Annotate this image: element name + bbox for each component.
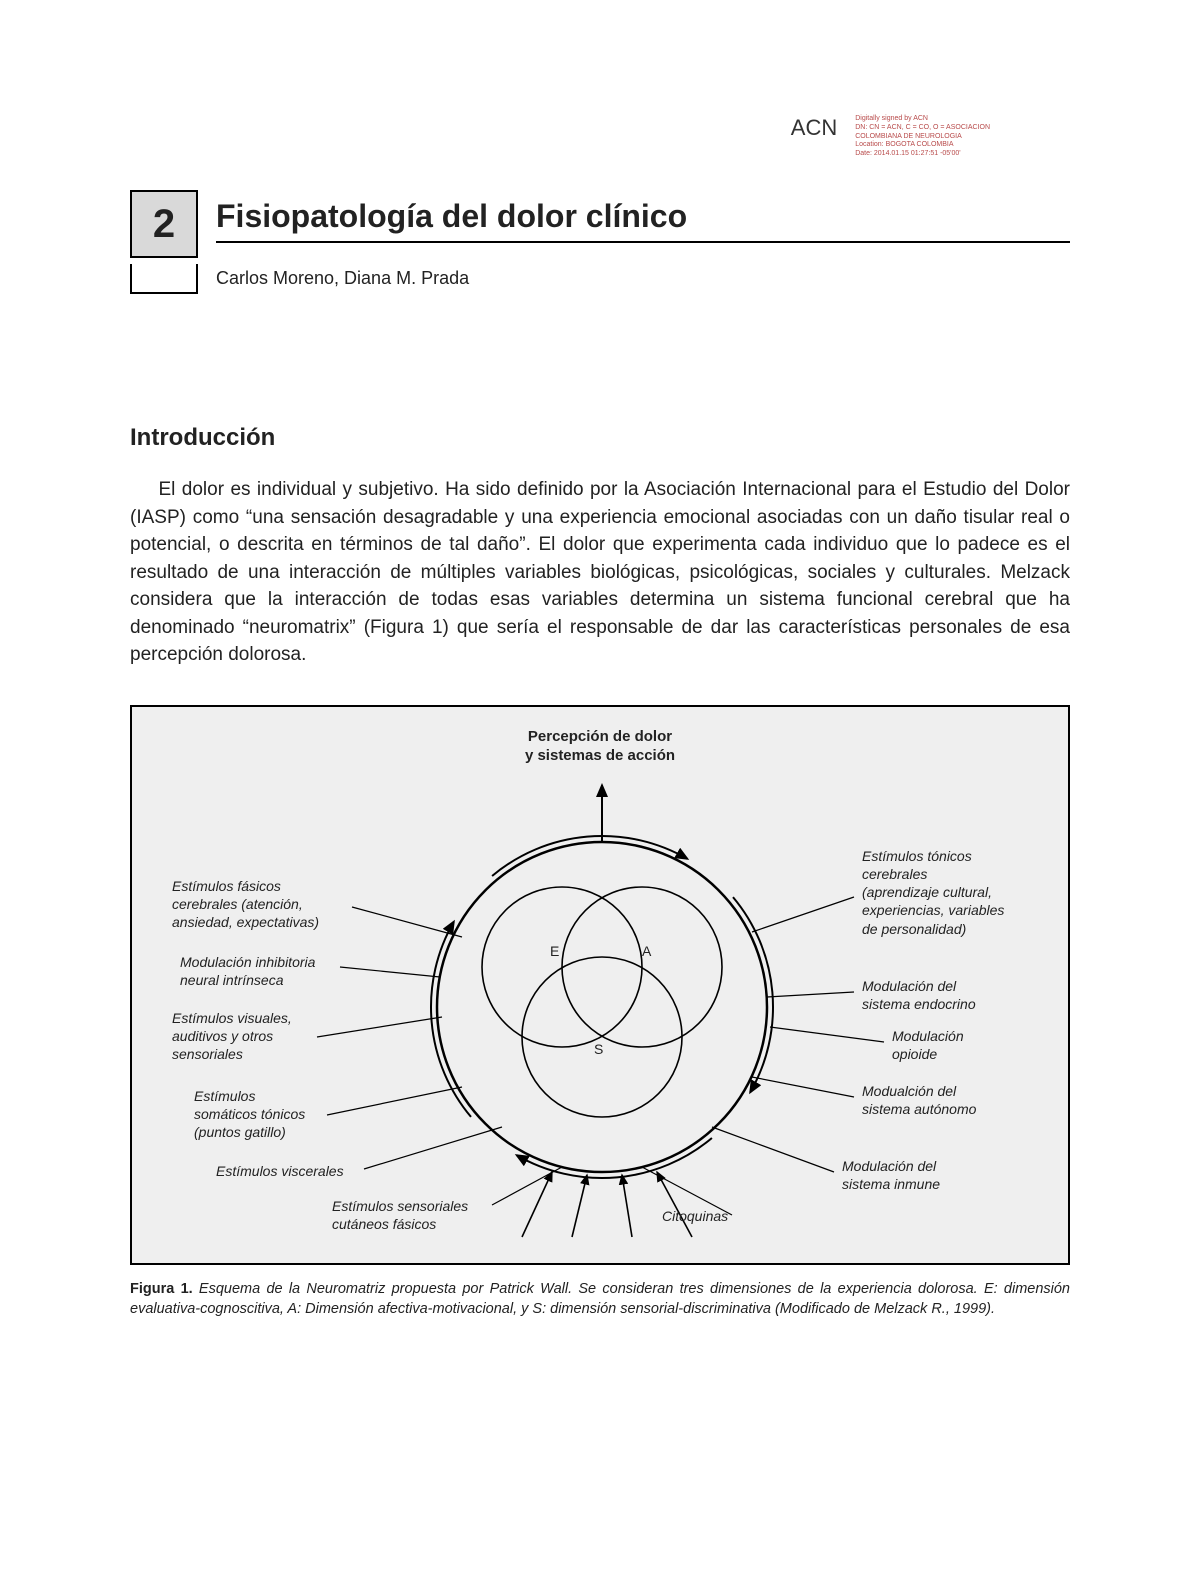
chapter-title-wrap: Fisiopatología del dolor clínico: [198, 190, 1070, 258]
intro-paragraph: El dolor es individual y subjetivo. Ha s…: [130, 476, 1070, 669]
figure-label: Estímulossomáticos tónicos(puntos gatill…: [194, 1087, 305, 1142]
figure-label: Modulación delsistema inmune: [842, 1157, 940, 1193]
sig-line: Date: 2014.01.15 01:27:51 -05'00': [855, 150, 990, 159]
venn-letter: A: [642, 943, 651, 959]
page-header-right: ACN Digitally signed by ACN DN: CN = ACN…: [791, 115, 990, 159]
sig-line: Digitally signed by ACN: [855, 115, 990, 124]
figure-label: Estímulos viscerales: [216, 1162, 344, 1180]
sig-line: COLOMBIANA DE NEUROLOGIA: [855, 133, 990, 142]
chapter-authors: Carlos Moreno, Diana M. Prada: [198, 264, 469, 294]
chapter-number-box: 2: [130, 190, 198, 258]
digital-signature-block: Digitally signed by ACN DN: CN = ACN, C …: [855, 115, 990, 159]
figure-label: Citoquinas: [662, 1207, 728, 1225]
chapter-header: 2 Fisiopatología del dolor clínico: [130, 190, 1070, 258]
acn-label: ACN: [791, 115, 837, 141]
figure-label: Estímulos visuales,auditivos y otrossens…: [172, 1009, 292, 1064]
author-side-box: [130, 264, 198, 294]
sig-line: Location: BOGOTA COLOMBIA: [855, 141, 990, 150]
figure-label: Modualción delsistema autónomo: [862, 1082, 976, 1118]
document-page: ACN Digitally signed by ACN DN: CN = ACN…: [0, 0, 1200, 1379]
figure-label: Estímulos fásicoscerebrales (atención,an…: [172, 877, 319, 932]
figure-label: Modulación inhibitorianeural intrínseca: [180, 953, 315, 989]
figure-caption: Figura 1. Esquema de la Neuromatriz prop…: [130, 1279, 1070, 1320]
figure-label: Estímulos sensorialescutáneos fásicos: [332, 1197, 468, 1233]
authors-row: Carlos Moreno, Diana M. Prada: [130, 264, 1070, 294]
caption-text: Esquema de la Neuromatriz propuesta por …: [130, 1281, 1070, 1317]
chapter-title: Fisiopatología del dolor clínico: [216, 190, 1070, 243]
sig-line: DN: CN = ACN, C = CO, O = ASOCIACION: [855, 124, 990, 133]
figure-label: Modulaciónopioide: [892, 1027, 964, 1063]
chapter-number: 2: [153, 202, 175, 247]
venn-letter: E: [550, 943, 559, 959]
figure-label: Estímulos tónicoscerebrales(aprendizaje …: [862, 847, 1004, 938]
caption-label: Figura 1.: [130, 1281, 193, 1297]
venn-letter: S: [594, 1041, 603, 1057]
section-heading: Introducción: [130, 424, 1070, 452]
figure-label: Modulación delsistema endocrino: [862, 977, 976, 1013]
figure-1-box: Percepción de dolor y sistemas de acción…: [130, 705, 1070, 1265]
